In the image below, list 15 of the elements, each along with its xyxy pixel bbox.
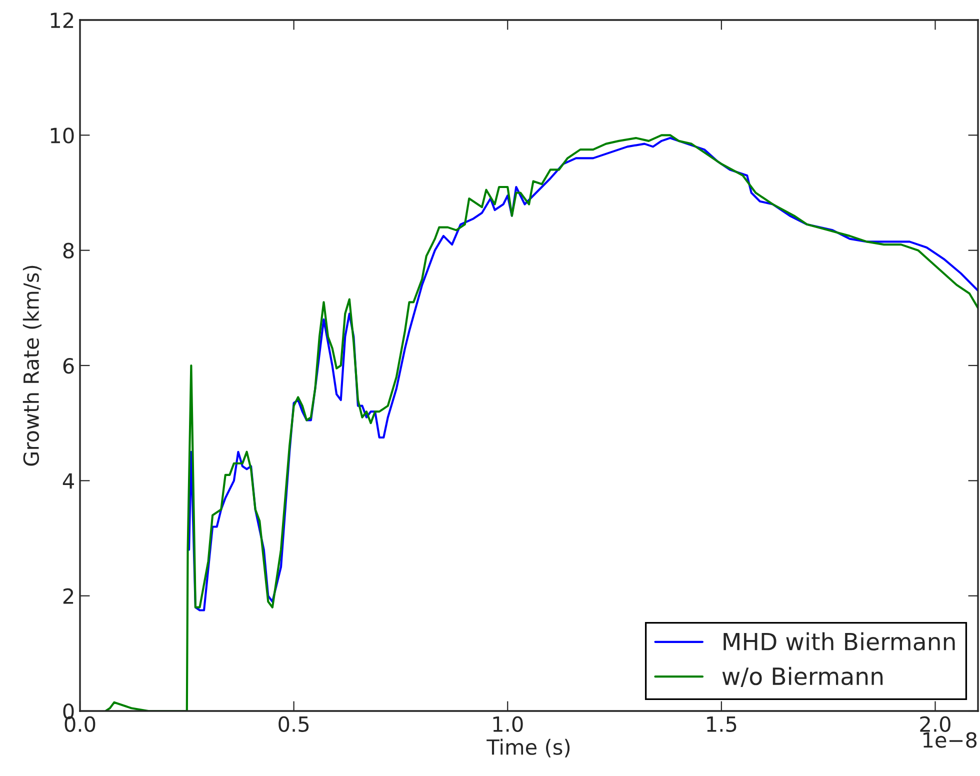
- text: 1e−8: [924, 732, 977, 748]
- y-tick-label: 8: [63, 242, 74, 259]
- y-tick-label: 4: [62, 473, 74, 489]
- x-tick-label: 1.5: [707, 716, 736, 732]
- y-tick-label: 12: [50, 12, 74, 28]
- x-tick-label: 0.5: [278, 716, 309, 732]
- legend-label: MHD with Biermann: [724, 632, 955, 651]
- x-tick-label: 2.0: [920, 716, 950, 732]
- x-axis-title: Time (s): [486, 738, 570, 758]
- y-axis-title: Growth Rate (km/s): [22, 266, 42, 466]
- y-tick-label: 6: [63, 358, 74, 374]
- legend-label: w/o Biermann: [722, 666, 883, 688]
- y-tick-label: 10: [50, 128, 74, 144]
- y-tick-label: 2: [63, 588, 74, 604]
- x-tick-label: 1.0: [493, 716, 523, 732]
